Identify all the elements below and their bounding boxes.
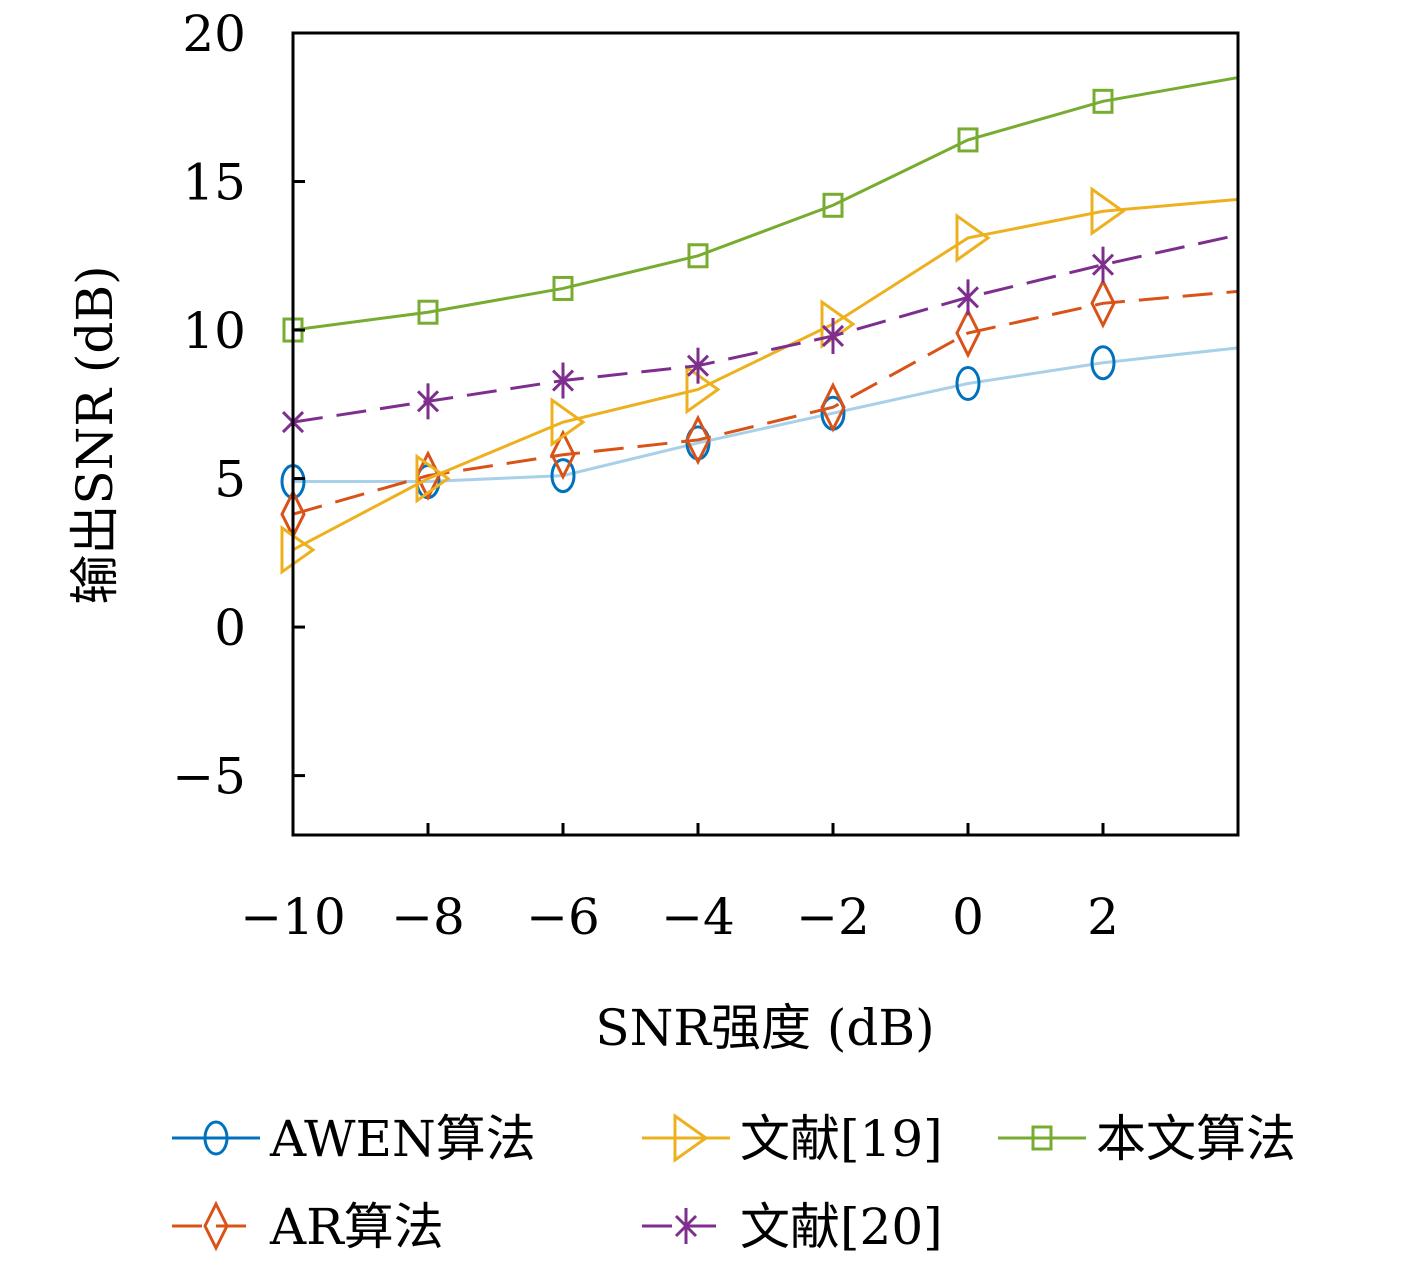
data-point bbox=[685, 364, 721, 415]
series-line bbox=[292, 289, 1239, 516]
series-line bbox=[293, 346, 1239, 484]
plot-frame bbox=[291, 31, 1240, 837]
legend-label: 本文算法 bbox=[1096, 1110, 1296, 1168]
legend-item: 文献[19] bbox=[642, 1110, 943, 1168]
legend-label: 文献[19] bbox=[740, 1110, 943, 1168]
y-tick-label: 5 bbox=[214, 451, 246, 509]
data-point bbox=[686, 347, 710, 384]
legend-swatch-marker bbox=[673, 1113, 709, 1163]
x-tick-label: 0 bbox=[952, 888, 984, 946]
data-point bbox=[1092, 88, 1114, 114]
series-line bbox=[292, 76, 1239, 332]
y-axis-title: 输出SNR (dB) bbox=[66, 265, 124, 604]
y-tick-label: 0 bbox=[214, 599, 246, 657]
x-tick-label: 2 bbox=[1087, 888, 1119, 946]
y-axis: −5 0 5 10 15 20 bbox=[172, 5, 305, 806]
data-point bbox=[955, 307, 981, 359]
legend-item: AR算法 bbox=[172, 1198, 444, 1256]
x-tick-label: −4 bbox=[661, 888, 735, 946]
y-tick-label: 20 bbox=[182, 5, 246, 63]
data-point bbox=[552, 275, 574, 301]
data-point bbox=[416, 383, 440, 420]
x-axis-title: SNR强度 (dB) bbox=[595, 999, 934, 1057]
data-point bbox=[821, 317, 845, 354]
series-4 bbox=[281, 233, 1239, 441]
data-point bbox=[687, 243, 709, 269]
data-point bbox=[550, 458, 576, 494]
series-line bbox=[292, 233, 1239, 424]
x-tick-label: −6 bbox=[526, 888, 600, 946]
legend-swatch-marker bbox=[1031, 1125, 1053, 1151]
data-point bbox=[685, 414, 711, 466]
legend: AWEN算法 AR算法 文献[19] 文献[20] 本文算法 bbox=[172, 1110, 1296, 1256]
y-tick-label: −5 bbox=[172, 748, 246, 806]
data-point bbox=[820, 381, 846, 433]
y-tick-label: 15 bbox=[182, 154, 246, 212]
data-point bbox=[957, 127, 979, 153]
legend-item: 本文算法 bbox=[998, 1110, 1296, 1168]
data-point bbox=[280, 524, 316, 575]
x-tick-label: −8 bbox=[391, 888, 465, 946]
data-point bbox=[1091, 246, 1115, 283]
data-point bbox=[822, 192, 844, 218]
data-point bbox=[1090, 186, 1126, 237]
data-point bbox=[551, 362, 575, 399]
legend-label: AWEN算法 bbox=[269, 1110, 536, 1168]
data-point bbox=[417, 299, 439, 325]
data-point bbox=[550, 397, 586, 448]
legend-item: AWEN算法 bbox=[172, 1110, 536, 1168]
x-axis: −10 −8 −6 −4 −2 0 2 bbox=[240, 823, 1119, 946]
data-point bbox=[955, 213, 991, 263]
legend-label: AR算法 bbox=[269, 1198, 444, 1256]
series-5 bbox=[282, 76, 1239, 343]
data-point bbox=[1090, 277, 1116, 329]
series-3 bbox=[280, 186, 1239, 575]
legend-item: 文献[20] bbox=[642, 1198, 943, 1256]
legend-swatch-marker bbox=[203, 1120, 229, 1156]
legend-label: 文献[20] bbox=[740, 1198, 943, 1256]
data-point bbox=[1090, 345, 1116, 381]
data-point bbox=[550, 429, 576, 481]
x-tick-label: −10 bbox=[240, 888, 346, 946]
x-tick-label: −2 bbox=[796, 888, 870, 946]
data-point bbox=[956, 279, 980, 316]
data-point bbox=[415, 453, 451, 504]
data-point bbox=[955, 366, 981, 402]
series-layer bbox=[280, 76, 1239, 575]
y-tick-label: 10 bbox=[182, 302, 246, 360]
legend-swatch-marker bbox=[674, 1208, 698, 1244]
legend-swatch-marker bbox=[203, 1200, 229, 1252]
series-line bbox=[292, 197, 1239, 552]
